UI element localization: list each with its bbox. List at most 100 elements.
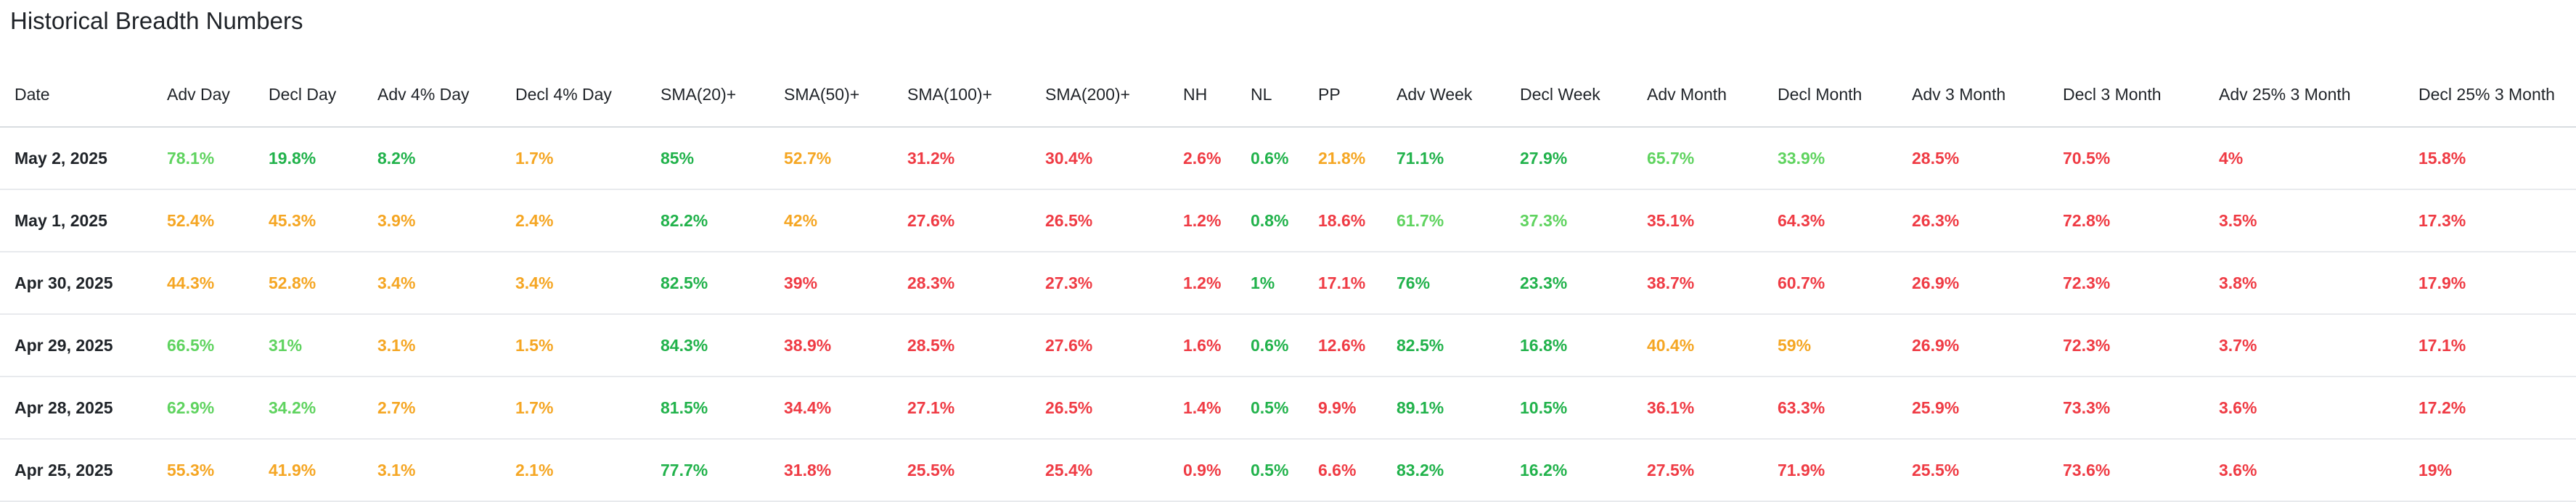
date-cell: Apr 25, 2025 [0,439,152,502]
column-header-sma20[interactable]: SMA(20)+ [646,62,769,128]
value-cell: 1% [1236,252,1304,315]
column-header-adv-month[interactable]: Adv Month [1632,62,1763,128]
value-cell: 38.9% [769,314,893,377]
value-cell: 28.5% [1897,127,2048,190]
value-cell: 26.3% [1897,189,2048,252]
value-cell: 72.3% [2048,252,2204,315]
value-cell: 27.1% [893,376,1031,440]
value-cell: 82.5% [646,252,769,315]
column-header-adv-25pct-3-month[interactable]: Adv 25% 3 Month [2204,62,2404,128]
value-cell: 28.5% [893,314,1031,377]
table-row: Apr 29, 2025 66.5% 31% 3.1% 1.5% 84.3% 38.9% 28… [0,314,2576,377]
value-cell: 2.1% [501,439,646,502]
column-header-pp[interactable]: PP [1304,62,1382,128]
value-cell: 9.9% [1304,376,1382,440]
value-cell: 66.5% [152,314,254,377]
value-cell: 19% [2404,439,2576,502]
value-cell: 26.5% [1031,189,1169,252]
value-cell: 84.3% [646,314,769,377]
value-cell: 72.8% [2048,189,2204,252]
value-cell: 52.4% [152,189,254,252]
value-cell: 19.8% [254,127,363,190]
value-cell: 3.6% [2204,439,2404,502]
value-cell: 35.1% [1632,189,1763,252]
value-cell: 38.7% [1632,252,1763,315]
date-cell: May 1, 2025 [0,189,152,252]
value-cell: 2.7% [363,376,501,440]
value-cell: 52.8% [254,252,363,315]
value-cell: 15.8% [2404,127,2576,190]
value-cell: 27.6% [1031,314,1169,377]
value-cell: 73.3% [2048,376,2204,440]
column-header-adv-day[interactable]: Adv Day [152,62,254,128]
value-cell: 34.4% [769,376,893,440]
value-cell: 85% [646,127,769,190]
table-row: Apr 28, 2025 62.9% 34.2% 2.7% 1.7% 81.5% 34.4%… [0,376,2576,440]
column-header-decl-week[interactable]: Decl Week [1505,62,1632,128]
value-cell: 27.6% [893,189,1031,252]
value-cell: 3.4% [363,252,501,315]
value-cell: 16.2% [1505,439,1632,502]
value-cell: 71.1% [1382,127,1505,190]
value-cell: 27.3% [1031,252,1169,315]
column-header-decl-day[interactable]: Decl Day [254,62,363,128]
value-cell: 59% [1763,314,1897,377]
column-header-decl-4pct-day[interactable]: Decl 4% Day [501,62,646,128]
value-cell: 21.8% [1304,127,1382,190]
value-cell: 36.1% [1632,376,1763,440]
value-cell: 30.4% [1031,127,1169,190]
value-cell: 25.5% [1897,439,2048,502]
column-header-sma50[interactable]: SMA(50)+ [769,62,893,128]
value-cell: 2.4% [501,189,646,252]
column-header-adv-4pct-day[interactable]: Adv 4% Day [363,62,501,128]
column-header-decl-month[interactable]: Decl Month [1763,62,1897,128]
value-cell: 77.7% [646,439,769,502]
value-cell: 27.9% [1505,127,1632,190]
column-header-nh[interactable]: NH [1169,62,1236,128]
value-cell: 37.3% [1505,189,1632,252]
value-cell: 64.3% [1763,189,1897,252]
column-header-nl[interactable]: NL [1236,62,1304,128]
value-cell: 12.6% [1304,314,1382,377]
value-cell: 40.4% [1632,314,1763,377]
column-header-decl-25pct-3-month[interactable]: Decl 25% 3 Month [2404,62,2576,128]
value-cell: 2.6% [1169,127,1236,190]
value-cell: 10.5% [1505,376,1632,440]
value-cell: 25.5% [893,439,1031,502]
value-cell: 72.3% [2048,314,2204,377]
value-cell: 0.9% [1169,439,1236,502]
value-cell: 89.1% [1382,376,1505,440]
value-cell: 3.9% [363,189,501,252]
column-header-adv-week[interactable]: Adv Week [1382,62,1505,128]
page-title: Historical Breadth Numbers [10,7,303,34]
value-cell: 61.7% [1382,189,1505,252]
value-cell: 18.6% [1304,189,1382,252]
value-cell: 76% [1382,252,1505,315]
value-cell: 17.3% [2404,189,2576,252]
value-cell: 3.7% [2204,314,2404,377]
table-body: May 2, 2025 78.1% 19.8% 8.2% 1.7% 85% 52.7% 31.… [0,127,2576,502]
column-header-sma200[interactable]: SMA(200)+ [1031,62,1169,128]
value-cell: 17.1% [1304,252,1382,315]
value-cell: 1.5% [501,314,646,377]
column-header-date[interactable]: Date [0,62,152,128]
breadth-table: Date Adv Day Decl Day Adv 4% Day Decl 4%… [0,62,2576,502]
column-header-adv-3-month[interactable]: Adv 3 Month [1897,62,2048,128]
value-cell: 52.7% [769,127,893,190]
date-cell: Apr 30, 2025 [0,252,152,315]
column-header-sma100[interactable]: SMA(100)+ [893,62,1031,128]
value-cell: 0.5% [1236,376,1304,440]
value-cell: 1.4% [1169,376,1236,440]
value-cell: 39% [769,252,893,315]
value-cell: 82.5% [1382,314,1505,377]
value-cell: 83.2% [1382,439,1505,502]
value-cell: 44.3% [152,252,254,315]
column-header-decl-3-month[interactable]: Decl 3 Month [2048,62,2204,128]
value-cell: 55.3% [152,439,254,502]
value-cell: 0.5% [1236,439,1304,502]
value-cell: 0.6% [1236,127,1304,190]
value-cell: 26.5% [1031,376,1169,440]
value-cell: 28.3% [893,252,1031,315]
value-cell: 3.1% [363,439,501,502]
value-cell: 3.1% [363,314,501,377]
